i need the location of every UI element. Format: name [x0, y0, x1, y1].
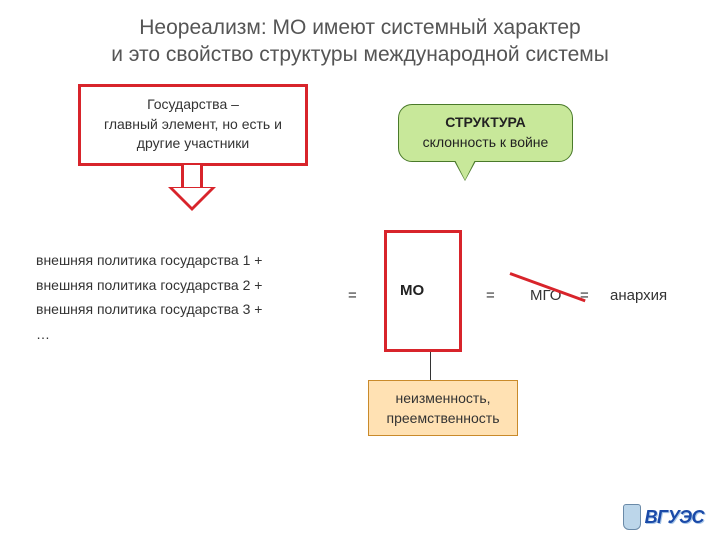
equals-2: =: [486, 287, 495, 304]
policy-line-3: внешняя политика государства 3 +: [36, 297, 262, 322]
speech-tail-icon: [455, 160, 475, 180]
structure-callout-line1: СТРУКТУРА: [405, 112, 566, 132]
policy-ellipsis: …: [36, 322, 262, 347]
structure-callout-line2: склонность к войне: [405, 132, 566, 152]
vertical-connector: [430, 352, 431, 380]
states-callout-line2: главный элемент, но есть и другие участн…: [91, 115, 295, 154]
title-line-1: Неореализм: МО имеют системный характер: [139, 16, 580, 39]
slide-title: Неореализм: МО имеют системный характер …: [0, 14, 720, 69]
policy-line-2: внешняя политика государства 2 +: [36, 273, 262, 298]
states-callout: Государства – главный элемент, но есть и…: [78, 84, 308, 166]
continuity-line2: преемственность: [375, 408, 511, 428]
states-callout-line1: Государства –: [91, 95, 295, 115]
logo-text: ВГУЭС: [645, 507, 704, 528]
equals-1: =: [348, 287, 357, 304]
continuity-box: неизменность, преемственность: [368, 380, 518, 436]
title-line-2: и это свойство структуры международной с…: [111, 43, 609, 66]
equals-3: =: [580, 287, 589, 304]
foreign-policy-list: внешняя политика государства 1 + внешняя…: [36, 248, 262, 346]
down-arrow-icon: [168, 165, 216, 211]
logo: ВГУЭС: [623, 504, 704, 530]
logo-emblem-icon: [623, 504, 641, 530]
anarchy-label: анархия: [610, 287, 667, 304]
policy-line-1: внешняя политика государства 1 +: [36, 248, 262, 273]
structure-callout: СТРУКТУРА склонность к войне: [398, 104, 573, 162]
continuity-line1: неизменность,: [375, 388, 511, 408]
mo-label: МО: [400, 282, 424, 299]
